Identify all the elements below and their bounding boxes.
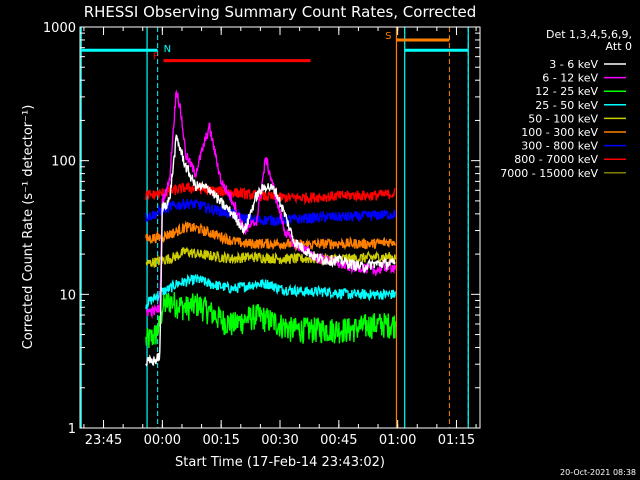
series-layer <box>145 89 396 367</box>
legend-label: 800 - 7000 keV <box>514 153 598 166</box>
series-line-3to6keV <box>145 133 396 367</box>
series-line-25to50keV <box>145 273 396 310</box>
x-tick-label: 00:15 <box>202 433 239 448</box>
series-line-100to300keV <box>145 220 396 252</box>
flag-label-s: S <box>385 31 391 42</box>
y-tick-label: 10 <box>59 288 76 303</box>
flag-s <box>395 27 450 428</box>
legend-label: 25 - 50 keV <box>535 99 598 112</box>
series-line-300to800keV <box>145 198 396 228</box>
flag-n <box>80 27 469 428</box>
legend-label: 12 - 25 keV <box>535 85 598 98</box>
legend-label: 50 - 100 keV <box>528 112 598 125</box>
y-tick-label: 1000 <box>43 21 76 36</box>
y-tick-label: 100 <box>51 155 76 170</box>
observing-flags-layer <box>80 27 469 428</box>
axes-layer: 23:45 00:00 00:15 00:30 00:45 01:00 01:15 1 10 10… <box>43 21 481 448</box>
flag-labels: NF S <box>153 31 392 63</box>
x-tick-label: 23:45 <box>85 433 122 448</box>
x-tick-label: 01:00 <box>379 433 416 448</box>
flag-label-n: N <box>164 44 171 55</box>
x-tick-label: 00:45 <box>320 433 357 448</box>
y-tick-label: 1 <box>68 422 76 437</box>
x-tick-label: 00:30 <box>261 433 298 448</box>
x-tick-label: 00:00 <box>144 433 181 448</box>
legend-label: 6 - 12 keV <box>542 72 598 85</box>
legend-header-line: Det 1,3,4,5,6,9, <box>546 28 632 41</box>
legend-header-line: Att 0 <box>606 40 632 53</box>
x-axis-label: Start Time (17-Feb-14 23:43:02) <box>175 455 385 470</box>
chart-title: RHESSI Observing Summary Count Rates, Co… <box>84 3 477 21</box>
series-line-800to7000keV <box>145 181 396 206</box>
x-tick-label: 01:15 <box>438 433 475 448</box>
legend-label: 3 - 6 keV <box>549 58 598 71</box>
series-line-12to25keV <box>145 292 396 349</box>
flag-label-f: F <box>153 52 159 63</box>
legend-label: 100 - 300 keV <box>521 126 598 139</box>
y-axis-label: Corrected Count Rate (s⁻¹ detector⁻¹) <box>21 105 36 350</box>
legend-label: 300 - 800 keV <box>521 140 598 153</box>
legend-label: 7000 - 15000 keV <box>500 167 598 180</box>
footer-timestamp: 20-Oct-2021 08:38 <box>560 468 636 477</box>
